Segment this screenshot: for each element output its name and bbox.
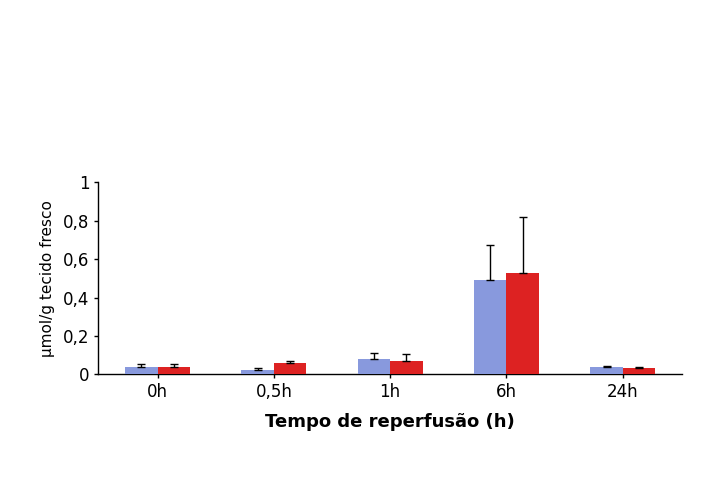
X-axis label: Tempo de reperfusão (h): Tempo de reperfusão (h) bbox=[265, 412, 515, 431]
Y-axis label: μmol/g tecido fresco: μmol/g tecido fresco bbox=[39, 200, 55, 357]
Bar bbox=[157, 367, 190, 374]
Bar bbox=[623, 368, 655, 374]
Bar bbox=[358, 359, 390, 374]
Bar bbox=[506, 273, 539, 374]
Bar bbox=[390, 361, 423, 374]
Bar bbox=[474, 280, 506, 374]
Bar bbox=[274, 363, 307, 374]
Bar bbox=[241, 370, 274, 374]
Bar bbox=[125, 367, 157, 374]
Bar bbox=[591, 367, 623, 374]
